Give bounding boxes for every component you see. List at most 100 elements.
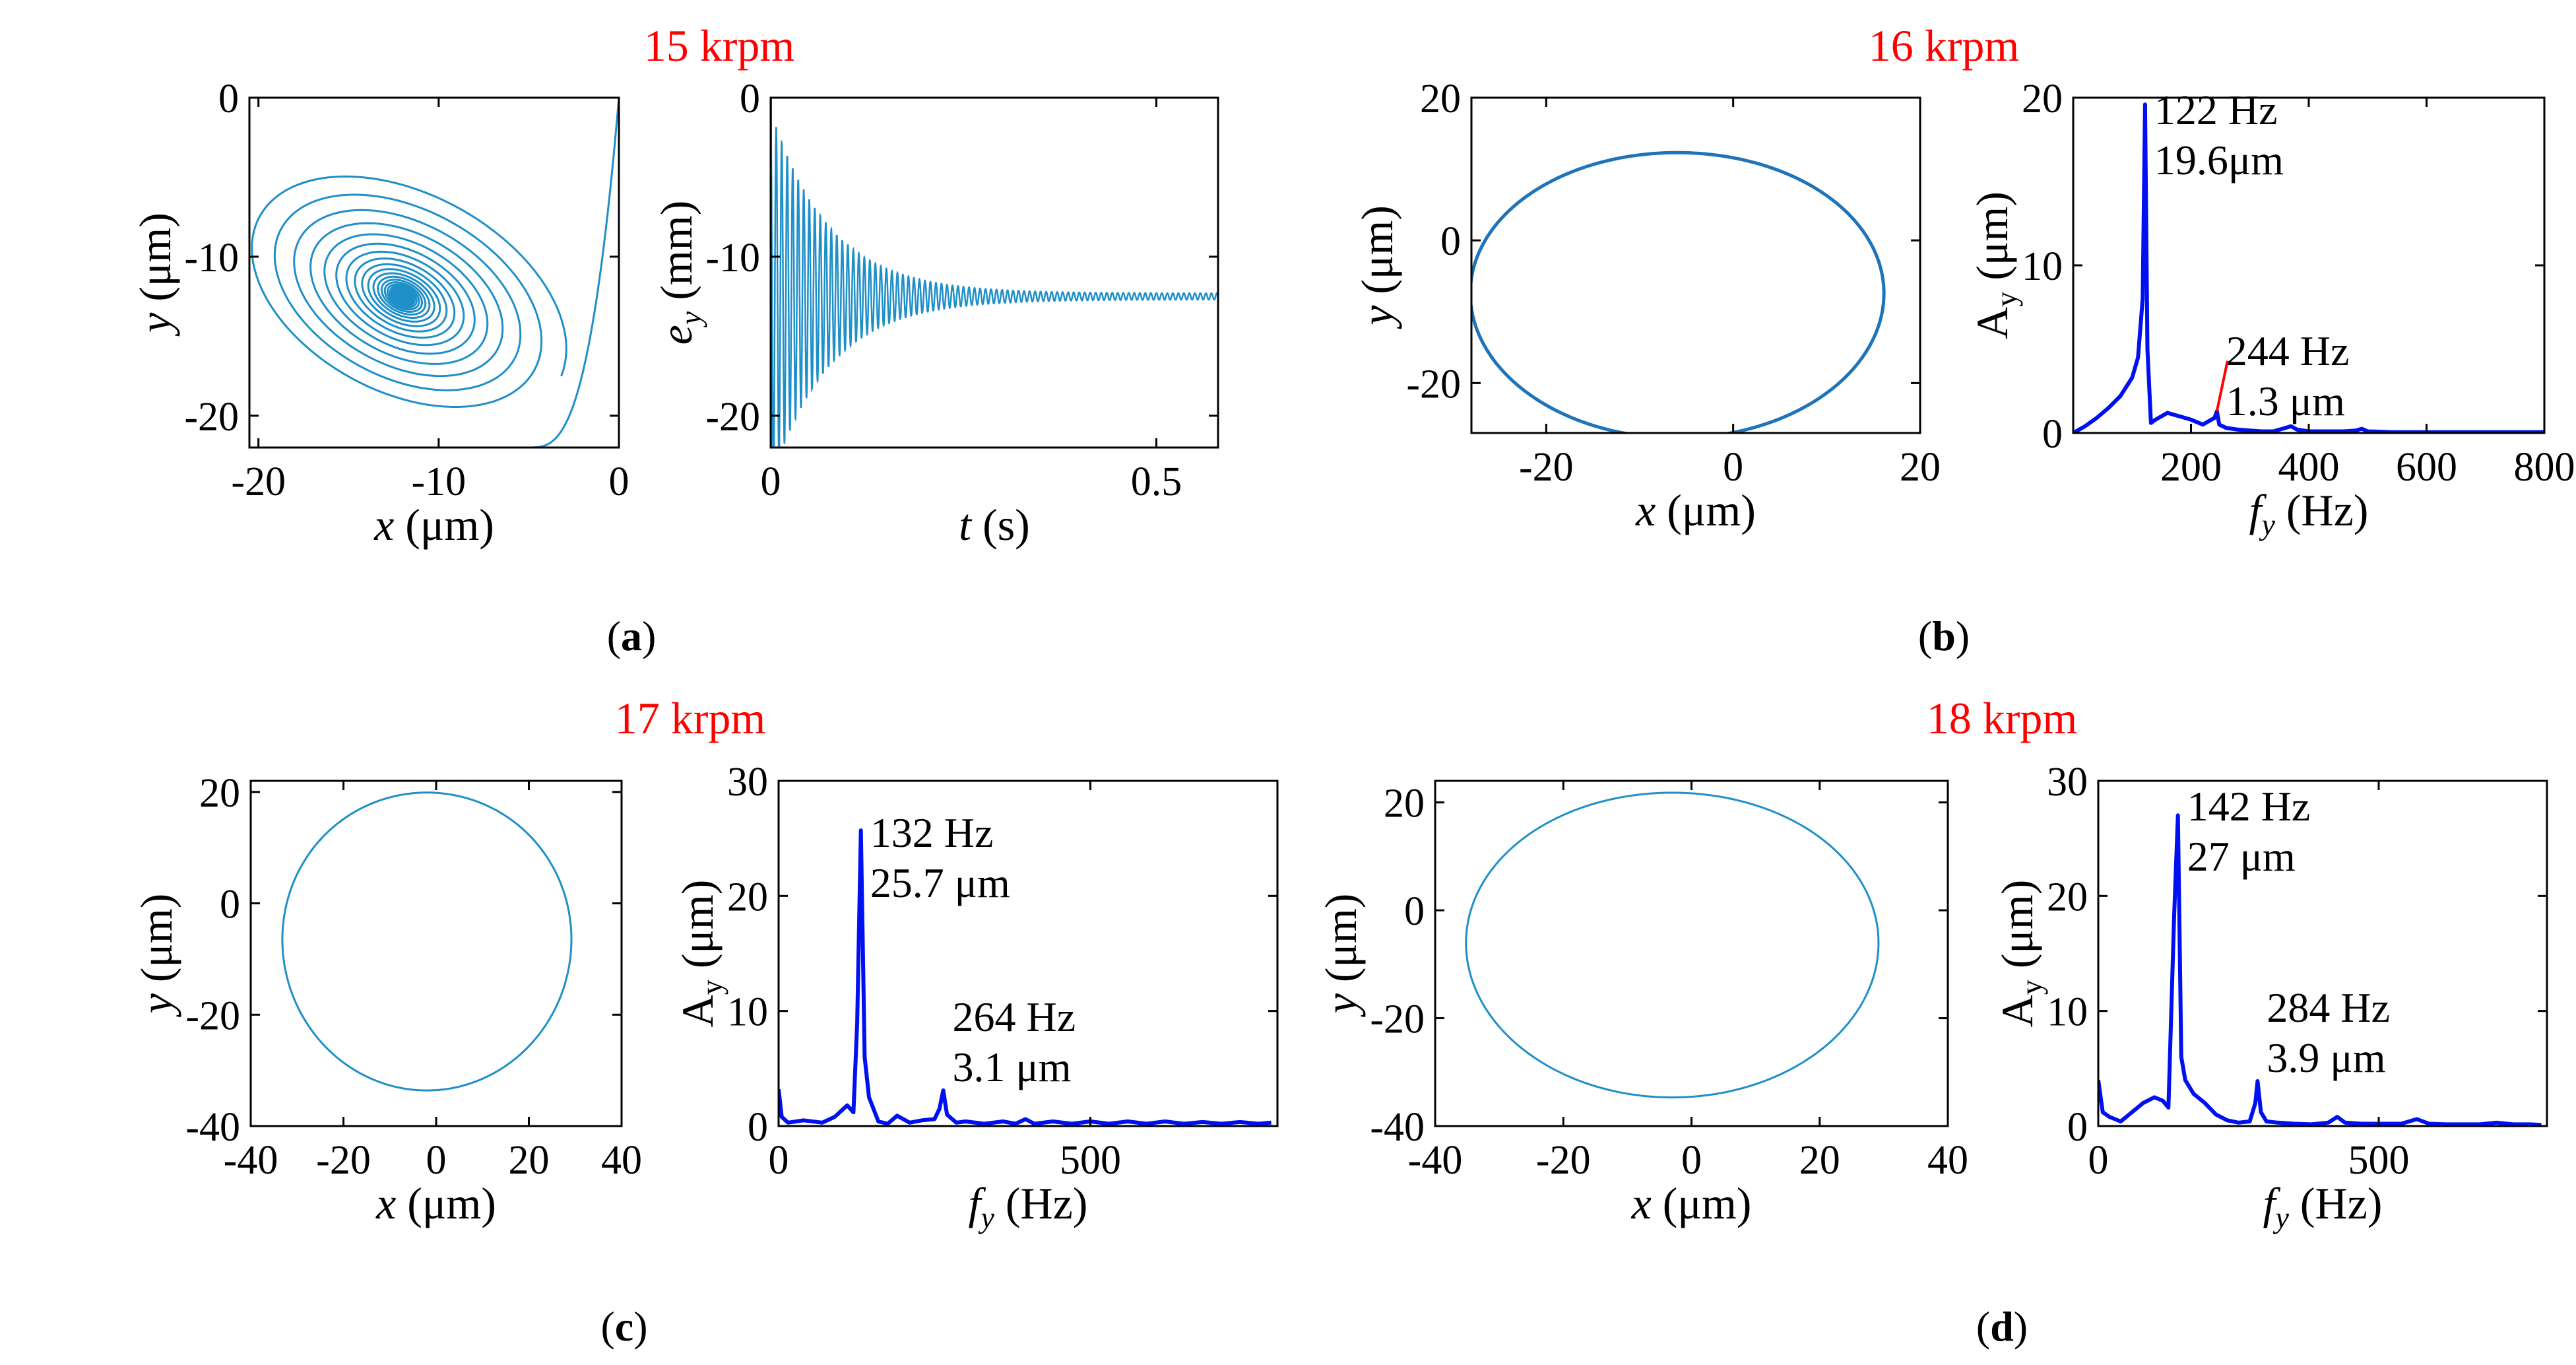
xtick-label: 40 [601,1138,642,1183]
plot-area-a-orbit [251,98,619,448]
peak-annotation-line: 122 Hz [2154,86,2278,133]
ytick-label: -10 [705,236,760,281]
peak-annotation-line: 25.7 μm [870,859,1010,906]
peak-annotation-line: 1.3 μm [2226,378,2345,424]
xtick-label: 0 [1723,445,1743,490]
peak-annotation-264: 264 Hz3.1 μm [952,993,1076,1090]
xlabel-b-orbit-text: x (μm) [1635,485,1756,535]
ytick-label: 30 [2047,760,2088,805]
ytick-label: -20 [1406,362,1461,407]
ylabel-b-orbit-text: y (μm) [1352,205,1402,329]
plot-area-c-orbit [281,791,573,1092]
peak-annotation-line: 3.9 μm [2267,1034,2385,1081]
xtick-label: -40 [1408,1138,1463,1183]
xlabel-a-time: t (s) [959,500,1030,550]
ylabel-b-spectrum-text: Ay (μm) [1967,191,2023,339]
xtick-label: 500 [1060,1138,1121,1183]
spectrum-c [779,828,1272,1126]
orbit-b [1471,150,1886,433]
xtick-label: 200 [2160,445,2222,490]
xlabel-b-orbit: x (μm) [1635,485,1756,535]
plot-area-a-time [771,98,1218,448]
chart-a-orbit: -20 -10 0 -20 -10 0 x (μm) y (μm) [130,77,629,550]
xlabel-b-spectrum: fy (Hz) [2249,485,2369,541]
ylabel-c-spectrum-text: Ay (μm) [672,880,728,1028]
ylabel-a-time-text: ey (mm) [651,201,707,345]
ylabel-d-orbit: y (μm) [1316,894,1366,1018]
ytick-label: 0 [2042,412,2063,457]
xlabel-d-orbit-text: x (μm) [1631,1178,1752,1228]
xlabel-d-spectrum-text: fy (Hz) [2263,1178,2383,1234]
xtick-label: 500 [2348,1138,2410,1183]
peak-annotation-line: 3.1 μm [952,1044,1071,1090]
xtick-label: 20 [509,1138,550,1183]
axes-frame-a-time [769,96,1219,449]
ytick-label: -10 [184,236,239,281]
ytick-label: 20 [1384,782,1425,826]
ytick-label: -40 [1370,1105,1425,1150]
xlabel-c-spectrum: fy (Hz) [969,1178,1088,1234]
ylabel-c-orbit: y (μm) [131,894,181,1018]
plot-area-c-spectrum [779,828,1272,1126]
chart-a-time: 0 0.5 -20 -10 0 t (s) ey (mm) [651,77,1219,550]
ylabel-a-orbit: y (μm) [130,213,180,337]
peak-annotation-line: 142 Hz [2187,783,2311,830]
axes-frame-a-orbit [248,96,620,449]
orbit-c [281,791,573,1092]
peak-annotation-line: 264 Hz [952,993,1076,1040]
ytick-label: 20 [727,875,768,919]
plot-area-d-spectrum [2098,813,2542,1126]
xtick-label: 20 [1799,1138,1840,1183]
ytick-label: -20 [184,395,239,440]
ytick-label: 20 [2022,77,2063,121]
ytick-label: -20 [1370,997,1425,1042]
xlabel-a-orbit-text: x (μm) [373,500,494,550]
xlabel-d-orbit: x (μm) [1631,1178,1752,1228]
peak-annotation-284: 284 Hz3.9 μm [2267,984,2390,1081]
annotation-leader [2215,360,2229,412]
panel-label-c: (c) [600,1303,647,1350]
panel-title-d: 18 krpm [1927,693,2078,743]
chart-d-orbit: -40 -20 0 20 40 -40 -20 0 20 x (μm) y (μm) [1316,780,1968,1228]
xtick-label: -20 [1519,445,1574,490]
xtick-label: 0 [1681,1138,1702,1183]
xtick-label: 20 [1900,445,1941,490]
peak-annotation-line: 244 Hz [2226,327,2350,374]
ytick-label: 0 [740,77,760,121]
xtick-label: 0 [2088,1138,2109,1183]
axes-frame-d-spectrum [2097,780,2548,1127]
xtick-label: 800 [2514,445,2575,490]
xtick-label: 600 [2396,445,2457,490]
panel-label-a: (a) [607,613,657,659]
ytick-label: 0 [1404,889,1425,934]
panel-title-a: 15 krpm [644,20,795,71]
ylabel-d-orbit-text: y (μm) [1316,894,1366,1018]
xtick-label: 0 [769,1138,789,1183]
peak-annotation-line: 19.6μm [2154,137,2284,183]
ytick-label: 30 [727,760,768,805]
xtick-label: -20 [316,1138,371,1183]
ylabel-c-orbit-text: y (μm) [131,894,181,1018]
ytick-label: 10 [727,990,768,1035]
xlabel-c-orbit-text: x (μm) [375,1178,496,1228]
peak-annotation-line: 132 Hz [870,809,994,856]
ylabel-d-spectrum: Ay (μm) [1992,880,2048,1028]
ytick-label: 10 [2047,990,2088,1035]
xtick-label: 400 [2278,445,2340,490]
ey-series [771,110,1218,448]
plot-area-d-orbit [1465,791,1880,1099]
ylabel-a-time: ey (mm) [651,201,707,345]
ytick-label: 10 [2022,244,2063,289]
peak-annotation-line: 284 Hz [2267,984,2390,1031]
xlabel-a-orbit: x (μm) [373,500,494,550]
xtick-label: 0 [426,1138,447,1183]
spectrum-d [2098,813,2542,1126]
panel-title-c: 17 krpm [615,693,766,743]
panel-label-d: (d) [1976,1303,2028,1350]
peak-annotation-244: 244 Hz1.3 μm [2215,327,2350,424]
